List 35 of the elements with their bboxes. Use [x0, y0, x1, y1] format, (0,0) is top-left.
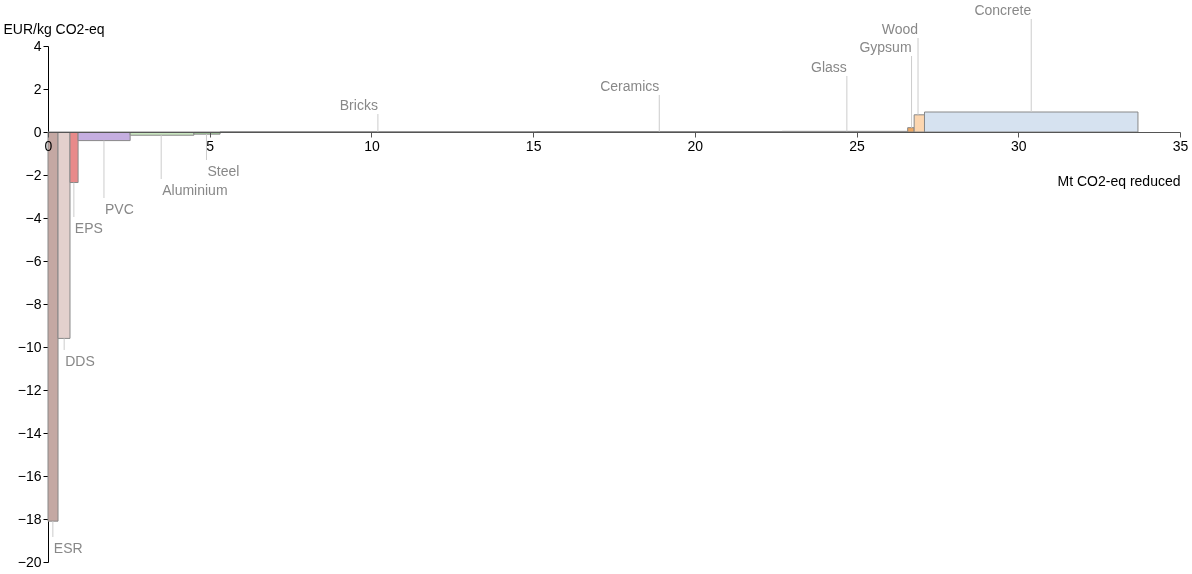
x-tick-label: 20: [687, 137, 704, 154]
y-tick-label: −6: [25, 252, 42, 269]
x-tick-label: 0: [44, 137, 53, 154]
annotation: Steel: [207, 163, 240, 179]
x-tick-label: 10: [364, 137, 380, 154]
y-tick-label: −2: [25, 166, 42, 183]
x-tick-label: 25: [849, 137, 866, 154]
y-tick-label: −8: [25, 295, 42, 312]
y-tick-label: −12: [17, 381, 42, 398]
y-tick-label: −18: [17, 510, 42, 527]
annotation: Gypsum: [859, 39, 912, 55]
x-axis-title: Mt CO2-eq reduced: [1057, 172, 1181, 189]
y-tick-label: −14: [17, 424, 42, 441]
annotation: DDS: [65, 353, 95, 369]
x-tick-label: 35: [1172, 137, 1189, 154]
y-tick-label: 2: [33, 80, 42, 97]
annotation: Ceramics: [600, 78, 660, 94]
annotation: Concrete: [974, 2, 1032, 18]
y-tick-label: −4: [25, 209, 42, 226]
x-tick-label: 15: [525, 137, 542, 154]
y-tick-label: 0: [33, 123, 42, 140]
annotation: EPS: [74, 220, 103, 236]
annotation: Wood: [881, 21, 919, 37]
y-tick-label: −16: [17, 467, 42, 484]
y-axis-title: EUR/kg CO2-eq: [3, 20, 105, 37]
y-tick-label: −10: [17, 338, 42, 355]
annotation: ESR: [53, 540, 83, 556]
y-tick-label: −20: [17, 553, 42, 570]
x-tick-label: 5: [206, 137, 215, 154]
annotation: Aluminium: [162, 182, 228, 198]
annotation: PVC: [104, 201, 134, 217]
x-tick-label: 30: [1011, 137, 1027, 154]
annotation: Glass: [811, 59, 847, 75]
y-tick-label: 4: [33, 37, 42, 54]
annotation: Bricks: [339, 97, 378, 113]
